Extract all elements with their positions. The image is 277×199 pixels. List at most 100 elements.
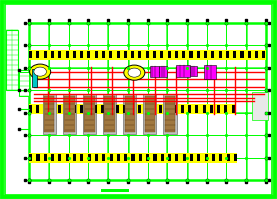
Bar <box>65 105 68 112</box>
Bar <box>219 154 222 161</box>
Bar <box>175 154 178 161</box>
Bar <box>143 94 157 134</box>
Bar <box>159 66 167 77</box>
Bar <box>83 94 96 134</box>
Bar <box>117 51 120 58</box>
Bar <box>36 51 39 58</box>
Bar <box>132 154 135 161</box>
Bar <box>109 154 113 161</box>
Bar <box>188 105 191 112</box>
Bar <box>163 94 176 134</box>
Circle shape <box>34 67 47 76</box>
Bar <box>123 94 136 134</box>
Bar <box>197 51 200 58</box>
Bar <box>80 154 83 161</box>
Bar <box>159 105 162 112</box>
Bar <box>168 51 171 58</box>
Bar <box>160 51 163 58</box>
Bar <box>51 51 54 58</box>
Bar <box>153 154 157 161</box>
Bar <box>176 65 190 77</box>
Bar <box>19 72 29 96</box>
Bar <box>36 105 39 112</box>
Bar <box>116 105 119 112</box>
Bar <box>202 105 206 112</box>
Bar <box>102 51 105 58</box>
Bar <box>232 105 235 112</box>
Bar <box>240 51 243 58</box>
Bar <box>131 51 134 58</box>
Bar <box>181 105 184 112</box>
Bar <box>124 51 127 58</box>
Bar <box>44 154 47 161</box>
Bar <box>95 154 98 161</box>
Bar <box>117 154 120 161</box>
Bar <box>29 104 235 114</box>
Bar <box>137 105 141 112</box>
Bar <box>80 51 83 58</box>
Bar <box>124 154 127 161</box>
Bar <box>6 30 18 90</box>
Bar <box>66 51 69 58</box>
Bar <box>101 105 104 112</box>
Bar <box>43 105 47 112</box>
Bar <box>73 154 76 161</box>
Bar <box>153 51 156 58</box>
Bar <box>29 23 266 180</box>
Bar <box>102 154 105 161</box>
Bar <box>234 154 237 161</box>
Bar <box>255 51 258 58</box>
Bar <box>109 51 112 58</box>
Bar <box>51 154 54 161</box>
Bar <box>150 66 159 77</box>
Bar <box>166 105 170 112</box>
Bar <box>197 154 200 161</box>
Bar <box>139 154 142 161</box>
Bar <box>44 96 54 132</box>
Bar <box>125 96 135 132</box>
Bar <box>123 105 126 112</box>
Bar <box>219 51 222 58</box>
Bar <box>29 50 266 60</box>
Bar <box>145 96 155 132</box>
Bar <box>44 51 47 58</box>
Bar <box>29 51 32 58</box>
Bar <box>145 105 148 112</box>
Bar <box>210 105 213 112</box>
Bar <box>29 105 32 112</box>
Bar <box>195 105 198 112</box>
Bar <box>146 51 149 58</box>
Circle shape <box>124 65 145 80</box>
Circle shape <box>128 68 141 77</box>
Bar <box>101 189 129 192</box>
Bar <box>152 105 155 112</box>
Bar <box>64 96 75 132</box>
Bar <box>146 154 149 161</box>
Bar <box>175 51 178 58</box>
Circle shape <box>30 64 51 79</box>
Bar <box>95 51 98 58</box>
Bar <box>51 105 54 112</box>
Bar <box>87 51 91 58</box>
Bar <box>224 105 227 112</box>
Bar <box>138 51 142 58</box>
Bar <box>58 105 61 112</box>
Bar <box>109 105 112 112</box>
Bar <box>80 105 83 112</box>
Bar <box>183 154 186 161</box>
Bar <box>174 105 177 112</box>
Bar <box>161 154 164 161</box>
Bar <box>103 94 116 134</box>
Bar <box>190 66 197 76</box>
Bar <box>168 154 171 161</box>
Bar <box>58 51 61 58</box>
Bar <box>73 105 76 112</box>
Bar <box>63 94 76 134</box>
Bar <box>262 51 265 58</box>
Bar <box>32 69 37 87</box>
Bar <box>36 154 40 161</box>
Bar <box>58 154 61 161</box>
Bar <box>204 65 216 79</box>
Bar <box>211 51 214 58</box>
Bar <box>205 154 208 161</box>
